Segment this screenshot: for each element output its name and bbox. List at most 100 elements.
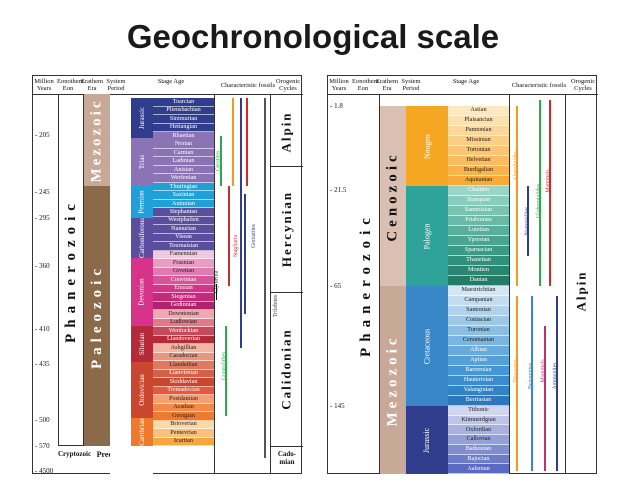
fossil-stagliaria: Stagliaria — [233, 234, 239, 258]
eon-phanerozoic-left: Phanerozoic — [62, 197, 79, 343]
tick-label: - 410 — [35, 325, 50, 333]
header-eon-right: Eonothem Eon — [352, 78, 379, 92]
stage-item: Tournaisian — [153, 242, 214, 251]
header-eon: Eonothem Eon — [57, 78, 84, 92]
stage-item: Missinian — [448, 136, 509, 146]
stage-item: Toarcian — [153, 98, 214, 107]
left-table: Million Years Eonothem Eon Erathem Era S… — [32, 75, 303, 475]
eon-phanerozoic-right: Phanerozoic — [357, 211, 374, 357]
tick-label: - 21.5 — [330, 186, 347, 194]
header-stage-right: Stage Age — [452, 78, 480, 85]
orogenic-calidonian: Calidonian — [279, 328, 295, 410]
period-palogen: Palogen — [406, 186, 448, 286]
period-permian: Permian — [131, 186, 153, 218]
period-neogen: Neogen — [406, 106, 448, 186]
stage-item: Tremadocian — [153, 386, 214, 396]
tick-label: - 65 — [330, 282, 342, 290]
period-jurassic: Jurassic — [131, 98, 153, 138]
stage-item: Ludlowian — [153, 318, 214, 328]
stage-item: Campanian — [448, 296, 509, 306]
stage-item: Downtonian — [153, 310, 214, 319]
stage-item: Callovian — [448, 435, 509, 445]
stage-item: Bathonian — [448, 444, 509, 455]
stage-item: Siegenian — [153, 293, 214, 302]
stage-item: Sinimurian — [153, 115, 214, 124]
fossil-clymenia: Clymenia — [213, 270, 220, 294]
stage-item: Chattien — [448, 186, 509, 196]
stage-item: Cenomanian — [448, 336, 509, 346]
tick-label: - 570 — [35, 442, 50, 450]
stage-item: Helvetian — [448, 156, 509, 166]
tick-label: - 245 — [35, 188, 50, 196]
tick-label: - 205 — [35, 131, 50, 139]
stage-item: Ypresian — [448, 236, 509, 246]
tick-label: - 360 — [35, 262, 50, 270]
period-silurian: Silurian — [131, 326, 153, 362]
fossil-mammals-1: Mammals — [546, 169, 552, 193]
stage-item: Frasnian — [153, 259, 214, 268]
stage-item: Maestrichtian — [448, 286, 509, 296]
stage-item: Aalenian — [448, 464, 509, 474]
fossil-ammonites: Ammonites — [553, 362, 559, 390]
stage-item: Pannonian — [448, 126, 509, 136]
stage-item: Ashgillian — [153, 344, 214, 353]
stage-item: Saxinian — [153, 191, 214, 200]
stage-item: Priabonian — [448, 216, 509, 226]
header-period: System Period — [106, 78, 126, 92]
stage-item: Brioverian — [153, 420, 214, 429]
header-fossils: Characteristic fossils — [220, 82, 276, 89]
period-jurassic: Jurassic — [406, 406, 448, 474]
fossil-line-ceratites — [220, 136, 222, 186]
stage-item: Sparnacian — [448, 246, 509, 256]
header-orogenic: Orogenic Cycles — [275, 78, 301, 92]
fossil-belemnites: Belemnites — [528, 362, 534, 390]
era-paleozoic-left: Paleozoic — [88, 263, 105, 369]
period-ordovician: Ordovician — [131, 362, 153, 418]
orogenic-hercynian: Hercynian — [279, 190, 295, 268]
stage-item: Montien — [448, 266, 509, 276]
header-years-right: Million Years — [329, 78, 349, 92]
stage-item: Namurian — [153, 225, 214, 234]
header-fossils-right: Characteristic fossils — [511, 82, 567, 89]
stage-item: Turonian — [448, 326, 509, 336]
tick-label: - 1.8 — [330, 102, 343, 110]
stage-item: Stampian — [448, 196, 509, 206]
stage-item: Barremian — [448, 366, 509, 376]
period-cambrian: Cambrian — [131, 418, 153, 446]
stage-item: Albian — [448, 346, 509, 356]
orogenic-alpin-left: Alpin — [279, 111, 295, 153]
stage-item: Oxfordian — [448, 425, 509, 436]
header-orogenic-right: Orogenic Cycles — [570, 78, 596, 92]
stage-item: Aquitanian — [448, 176, 509, 186]
fossil-dinosaurs: Dinosaurs — [513, 359, 520, 383]
era-cenozoic: Cenozoic — [384, 150, 401, 242]
tick-label: - 500 — [35, 416, 50, 424]
stage-item: Postdamian — [153, 395, 214, 404]
stage-item: Llanvirnian — [153, 369, 214, 379]
tick-label: - 295 — [35, 214, 50, 222]
stage-item: Thanetian — [448, 256, 509, 266]
era-mezozoic-left: Mezozoic — [88, 98, 105, 182]
header-era: Erathem Era — [81, 78, 104, 92]
stage-item: Astian — [448, 106, 509, 116]
fossil-graptolithes: Graptolithes — [221, 351, 227, 381]
stage-item: Kimmerdgian — [448, 415, 509, 426]
stage-item: Skiddavian — [153, 378, 214, 387]
precambrian-period — [110, 446, 153, 474]
stage-item: Westphalien — [153, 216, 214, 226]
stage-item: Danian — [448, 276, 509, 286]
page-title: Geochronological scale — [126, 18, 500, 55]
stage-item: Tithonic — [448, 406, 509, 416]
stage-item: Givetian — [153, 267, 214, 277]
era-mezozoic-right: Mezozoic — [384, 334, 401, 426]
header-stage: Stage Age — [157, 78, 185, 85]
stage-item: Pentevrian — [153, 429, 214, 438]
header-years: Million Years — [34, 78, 54, 92]
eon-cryptozoic: Cryptozoic — [58, 450, 92, 458]
stage-item: Burdigalian — [448, 166, 509, 176]
stage-item: Hauterivian — [448, 376, 509, 386]
orogenic-cadomian: Cado-mian — [277, 450, 297, 466]
fossil-mammals-2: Mammals — [541, 359, 547, 383]
stage-item: Bajocian — [448, 454, 509, 465]
stage-item: Llandeilian — [153, 361, 214, 370]
